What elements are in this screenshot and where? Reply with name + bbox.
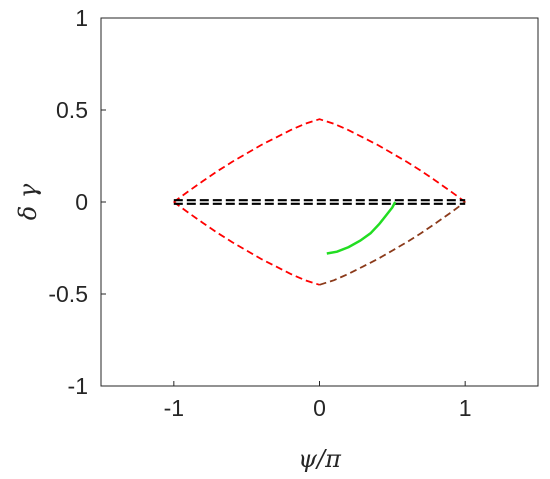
series-line-0 bbox=[173, 118, 466, 203]
series-line-2 bbox=[319, 201, 466, 286]
y-tick-label: 0 bbox=[75, 189, 88, 215]
series-line-5 bbox=[326, 201, 397, 255]
tick-layer: -1 0 1 -1 -0.5 0 0.5 1 bbox=[48, 5, 471, 421]
plot-area bbox=[100, 17, 539, 387]
x-tick-label: -1 bbox=[164, 395, 184, 421]
y-tick-label: 1 bbox=[75, 5, 88, 31]
x-tick-label: 0 bbox=[313, 395, 326, 421]
y-tick-label: 0.5 bbox=[56, 97, 88, 123]
y-tick-label: -0.5 bbox=[48, 281, 88, 307]
y-tick-label: -1 bbox=[68, 373, 88, 399]
x-tick-label: 1 bbox=[459, 395, 472, 421]
x-axis-label: ψ/π bbox=[298, 445, 342, 473]
y-axis-label: δ γ bbox=[14, 183, 42, 220]
series-layer bbox=[173, 118, 466, 286]
